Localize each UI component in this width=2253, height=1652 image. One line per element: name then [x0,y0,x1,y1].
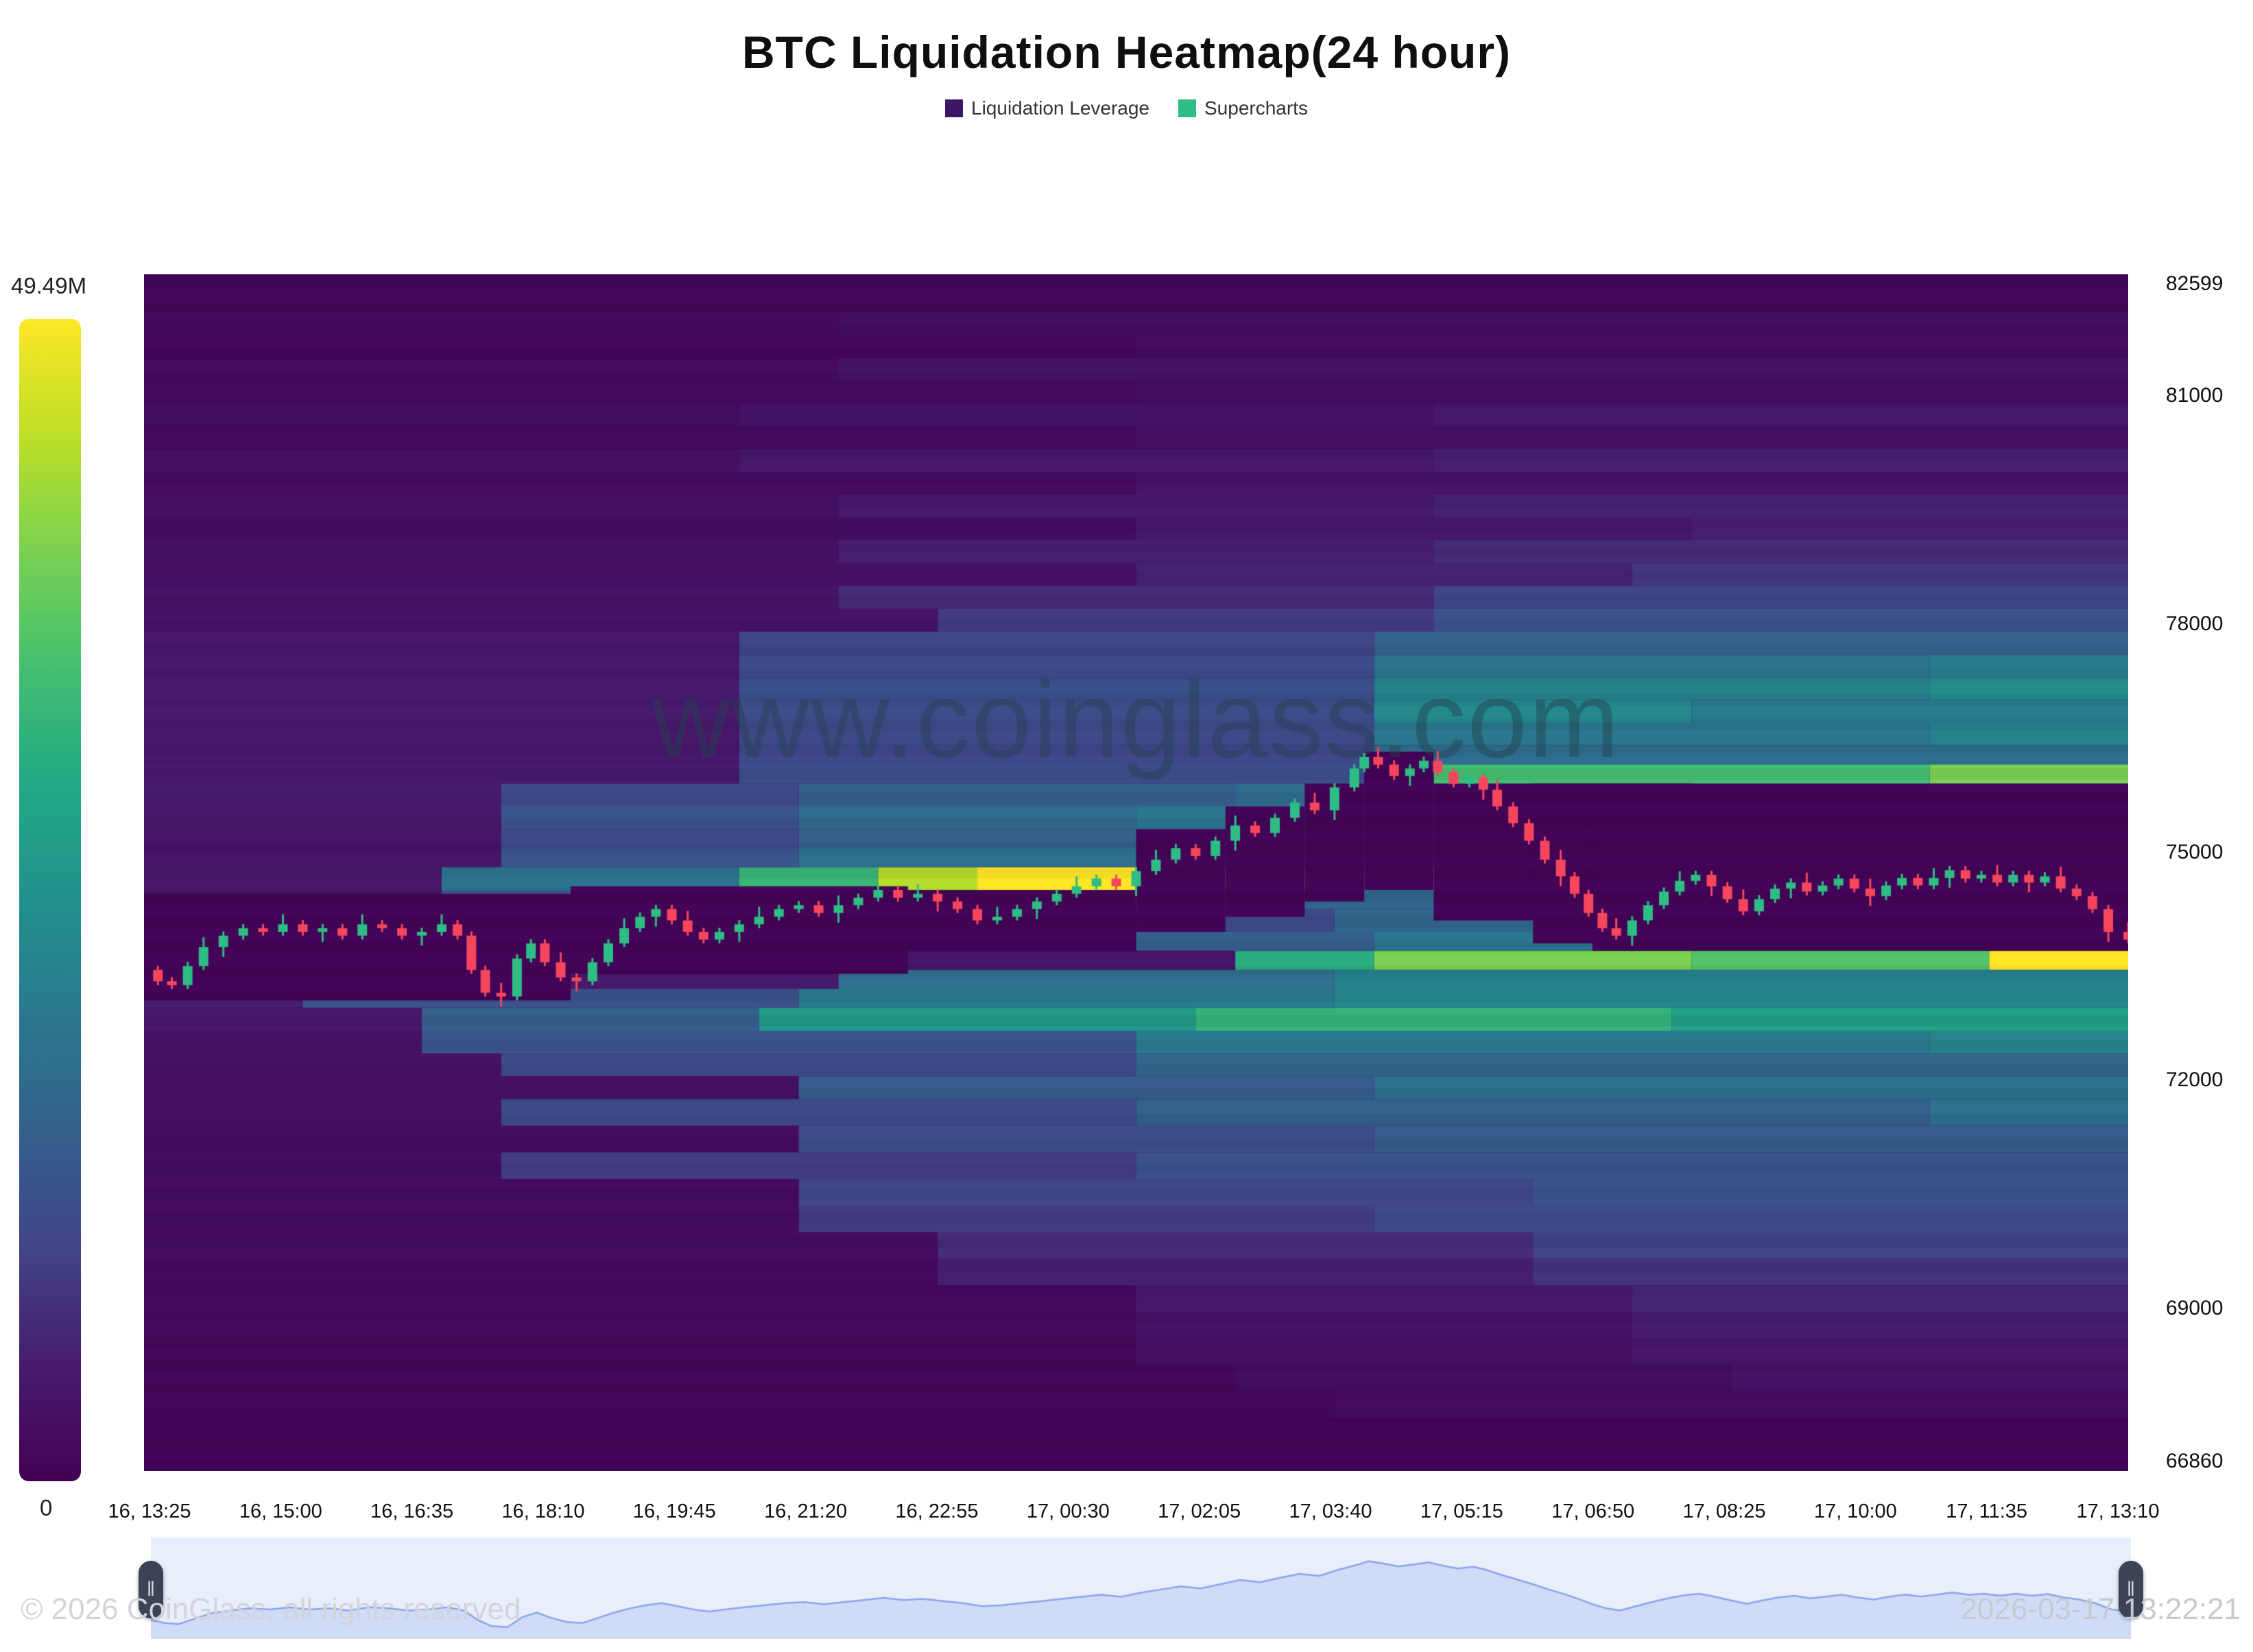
legend-label: Supercharts [1204,97,1308,119]
y-axis-tick: 75000 [2166,840,2224,863]
x-axis-tick: 17, 11:35 [1946,1500,2028,1522]
x-axis-tick: 16, 13:25 [108,1500,191,1522]
legend-item-liquidation-leverage[interactable]: Liquidation Leverage [945,97,1149,119]
x-axis-tick: 16, 18:10 [501,1500,585,1522]
colorbar [19,319,81,1481]
x-axis-tick: 17, 05:15 [1420,1500,1503,1522]
y-axis-tick: 72000 [2166,1068,2224,1092]
legend-item-supercharts[interactable]: Supercharts [1178,97,1308,119]
x-axis-tick: 16, 19:45 [632,1500,716,1522]
x-axis-tick: 17, 10:00 [1813,1500,1897,1522]
x-axis-tick: 17, 02:05 [1158,1500,1241,1522]
navigator-left-handle[interactable]: ‖ [139,1561,163,1618]
copyright-text: © 2026 CoinGlass, all rights reserved [21,1592,521,1626]
y-axis-tick: 82599 [2166,272,2224,295]
y-axis-tick: 69000 [2166,1296,2224,1319]
x-axis-tick: 16, 21:20 [764,1500,848,1522]
legend: Liquidation Leverage Supercharts [0,97,2253,119]
x-axis-tick: 17, 08:25 [1682,1500,1766,1522]
colorbar-max-label: 49.49M [11,273,87,298]
page-title: BTC Liquidation Heatmap(24 hour) [742,27,1511,77]
y-axis-tick: 78000 [2166,612,2224,635]
y-axis-tick: 81000 [2166,384,2224,407]
x-axis-tick: 16, 15:00 [239,1500,322,1522]
timestamp-text: 2026-03-17 13:22:21 [1960,1592,2241,1626]
x-axis-tick: 16, 22:55 [895,1500,979,1522]
colorbar-min-label: 0 [40,1495,53,1520]
legend-label: Liquidation Leverage [971,97,1149,119]
x-axis-tick: 17, 00:30 [1026,1500,1110,1522]
x-axis-tick: 16, 16:35 [370,1500,454,1522]
navigator-right-handle[interactable]: ‖ [2119,1561,2143,1618]
supercharts-swatch-icon [1178,99,1196,117]
price-candles-canvas[interactable] [144,274,2128,1471]
x-axis-tick: 17, 13:10 [2076,1500,2160,1522]
liquidation-leverage-swatch-icon [945,99,964,117]
x-axis-tick: 17, 06:50 [1551,1500,1635,1522]
range-navigator[interactable]: ‖ ‖ [139,1537,2143,1639]
navigator-sparkline [151,1537,2131,1639]
x-axis-tick: 17, 03:40 [1289,1500,1372,1522]
y-axis-tick: 66860 [2166,1450,2224,1472]
